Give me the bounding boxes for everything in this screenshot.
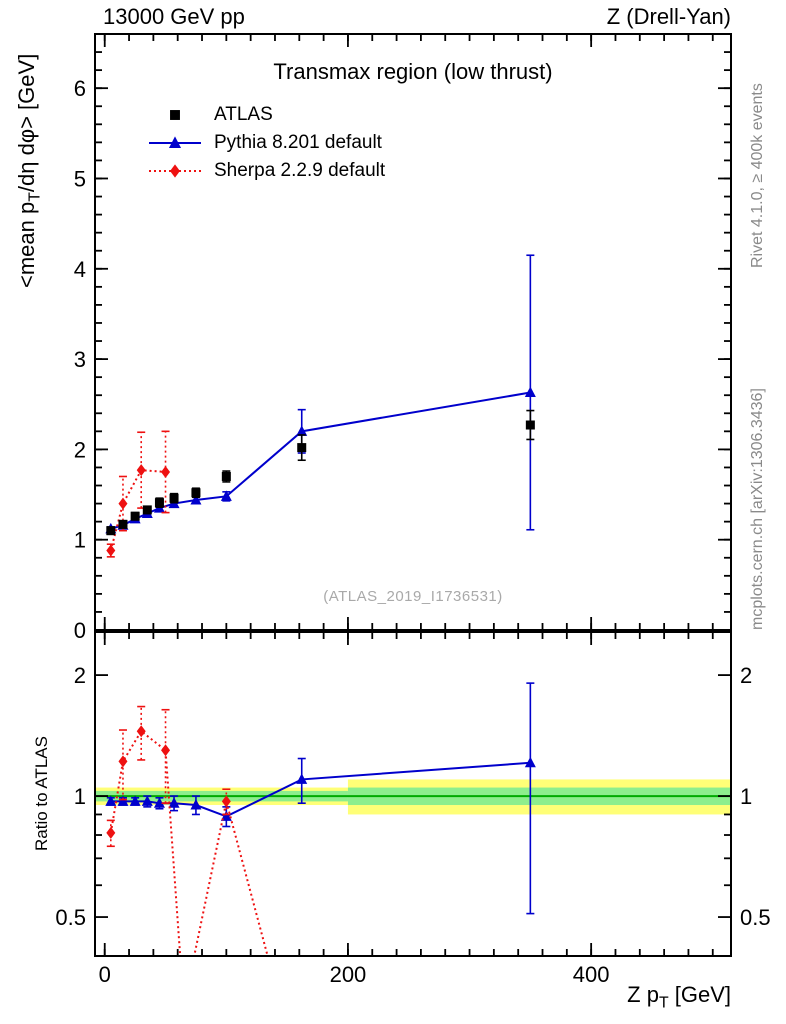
svg-text:2: 2 (740, 663, 752, 688)
sherpa-diamond-marker-icon (149, 164, 201, 178)
svg-text:1: 1 (74, 528, 86, 553)
ylabel-part: /dη dφ> [GeV] (14, 53, 39, 193)
xlabel-part: Z p (627, 982, 659, 1007)
legend: ATLAS Pythia 8.201 default Sherpa 2.2.9 … (146, 101, 385, 185)
svg-text:2: 2 (74, 437, 86, 462)
svg-text:1: 1 (74, 784, 86, 809)
ylabel-subscript: T (26, 192, 44, 202)
ylabel-part: <mean p (14, 201, 39, 288)
legend-label-sherpa: Sherpa 2.2.9 default (214, 160, 386, 181)
svg-text:1: 1 (740, 784, 752, 809)
xlabel-part: [GeV] (668, 982, 731, 1007)
ratio-y-axis-label: Ratio to ATLAS (32, 736, 51, 851)
mcplots-attribution-note: mcplots.cern.ch [arXiv:1306.3436] (749, 388, 766, 630)
svg-text:3: 3 (74, 347, 86, 372)
legend-entry-atlas: ATLAS (146, 101, 385, 129)
svg-text:5: 5 (74, 166, 86, 191)
svg-text:0: 0 (74, 618, 86, 643)
legend-label-pythia: Pythia 8.201 default (214, 132, 382, 153)
pythia-triangle-marker-icon (149, 136, 201, 148)
main-y-axis-label: <mean pT/dη dφ> [GeV] (14, 54, 44, 288)
analysis-id-watermark: (ATLAS_2019_I1736531) (323, 588, 503, 605)
svg-text:0.5: 0.5 (55, 905, 86, 930)
legend-entry-pythia: Pythia 8.201 default (146, 129, 385, 157)
ratio-panel-frame (94, 631, 732, 957)
legend-label-atlas: ATLAS (214, 104, 273, 125)
svg-text:400: 400 (573, 962, 610, 987)
main-panel-frame (94, 33, 732, 631)
svg-text:0.5: 0.5 (740, 905, 771, 930)
atlas-square-marker-icon (170, 110, 180, 120)
svg-text:200: 200 (330, 962, 367, 987)
svg-text:0: 0 (99, 962, 111, 987)
beam-energy-label: 13000 GeV pp (103, 4, 245, 29)
svg-text:6: 6 (74, 76, 86, 101)
rivet-version-note: Rivet 4.1.0, ≥ 400k events (749, 83, 766, 268)
process-label: Z (Drell-Yan) (606, 4, 731, 29)
main-panel-series (105, 254, 536, 558)
xlabel-subscript: T (658, 994, 669, 1012)
x-axis-label: Z pT [GeV] (627, 982, 731, 1012)
ratio-uncertainty-bands (95, 779, 731, 815)
plot-region-title: Transmax region (low thrust) (273, 59, 553, 84)
legend-entry-sherpa: Sherpa 2.2.9 default (146, 157, 385, 185)
svg-text:4: 4 (74, 257, 86, 282)
svg-text:2: 2 (74, 663, 86, 688)
ratio-panel-series (105, 682, 536, 956)
